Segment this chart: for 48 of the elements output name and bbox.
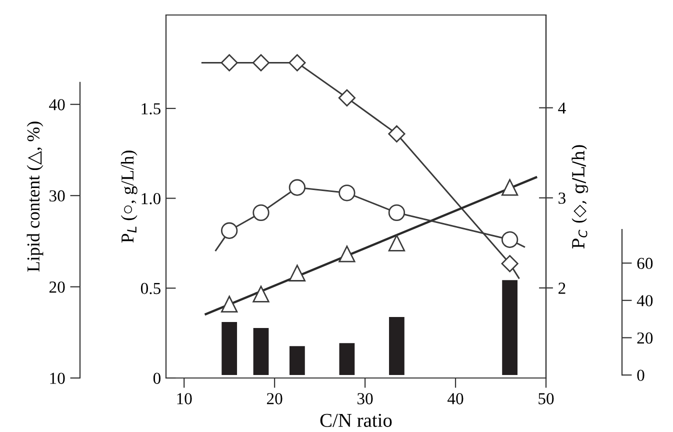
y3-tick-label: 10 bbox=[50, 372, 65, 384]
bar bbox=[339, 343, 355, 376]
point bbox=[288, 54, 306, 72]
y3-tick-label: 20 bbox=[49, 281, 65, 293]
point bbox=[338, 184, 356, 202]
bar bbox=[253, 328, 269, 376]
y3-tick-label: 30 bbox=[50, 190, 65, 202]
y-tick-label: 0 bbox=[153, 372, 161, 384]
point bbox=[338, 89, 356, 106]
point bbox=[501, 179, 518, 196]
bar bbox=[389, 317, 404, 376]
x-tick-label: 20 bbox=[266, 393, 282, 404]
point bbox=[288, 264, 306, 282]
bar bbox=[502, 280, 518, 376]
point bbox=[388, 125, 406, 142]
point bbox=[252, 204, 270, 222]
x-tick-label: 40 bbox=[448, 393, 464, 404]
y3-tick-label: 40 bbox=[49, 99, 65, 110]
point bbox=[221, 296, 238, 312]
point bbox=[252, 54, 270, 72]
point bbox=[501, 231, 518, 248]
point bbox=[388, 204, 406, 222]
y-tick-label: 60 bbox=[637, 258, 653, 270]
x-axis-title: C/N ratio bbox=[320, 414, 392, 427]
y-axis-title: P$_{L}$ (○, g/L/h) bbox=[120, 150, 138, 243]
point bbox=[501, 255, 518, 272]
y3-axis-title: Lipid content (△, %) bbox=[26, 122, 44, 272]
y-tick-label: 0 bbox=[637, 370, 644, 381]
x-tick-label: 30 bbox=[358, 393, 373, 404]
x-tick-label: 50 bbox=[538, 393, 554, 404]
point bbox=[288, 179, 306, 196]
y-tick-label: 1.0 bbox=[142, 192, 161, 204]
point bbox=[388, 234, 406, 252]
y-tick-label: 1.5 bbox=[142, 103, 160, 114]
y-tick-label: 20 bbox=[637, 332, 653, 344]
y2-tick-label: 3 bbox=[558, 192, 566, 204]
y2-tick-label: 2 bbox=[558, 282, 566, 294]
x-tick-label: 10 bbox=[177, 393, 192, 404]
y2-axis-title: P$_{C}$ (◇, g/L/h) bbox=[572, 145, 588, 248]
y2-tick-label: 4 bbox=[558, 102, 566, 114]
point bbox=[221, 222, 238, 239]
y-tick-label: 40 bbox=[636, 295, 653, 306]
bar bbox=[290, 346, 305, 376]
point bbox=[252, 286, 270, 302]
point bbox=[220, 54, 238, 72]
bar bbox=[222, 322, 238, 376]
y-tick-label: 0.5 bbox=[140, 282, 160, 294]
point bbox=[338, 246, 356, 262]
